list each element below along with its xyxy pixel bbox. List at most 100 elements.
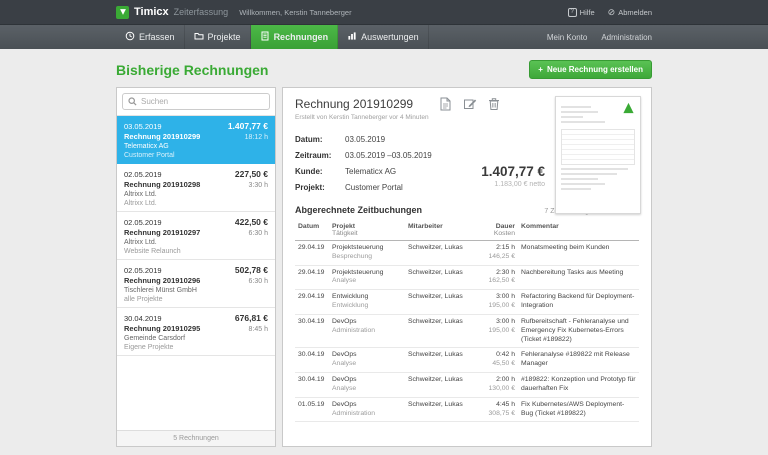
invoice-preview-thumbnail[interactable] bbox=[555, 96, 641, 214]
invoice-icon bbox=[260, 31, 270, 43]
invoice-detail-panel: Rechnung 201910299 Erstellt von Kerstin … bbox=[282, 87, 652, 447]
tab-erfassen[interactable]: Erfassen bbox=[116, 25, 185, 49]
field-value-zeitraum: 03.05.2019 –03.05.2019 bbox=[345, 151, 432, 160]
new-invoice-button[interactable]: + Neue Rechnung erstellen bbox=[529, 60, 652, 79]
invoice-date: 02.05.2019 bbox=[124, 170, 162, 179]
invoice-amount: 227,50 € bbox=[235, 169, 268, 179]
invoice-date: 03.05.2019 bbox=[124, 122, 162, 131]
field-value-projekt: Customer Portal bbox=[345, 183, 403, 192]
nav-administration[interactable]: Administration bbox=[601, 33, 652, 42]
booking-row: 29.04.19 EntwicklungEntwicklung Schweitz… bbox=[295, 290, 639, 315]
invoice-customer: Tischlerei Münst GmbH bbox=[124, 287, 268, 294]
booking-row: 29.04.19 ProjektsteuerungBesprechung Sch… bbox=[295, 241, 639, 266]
pdf-icon[interactable] bbox=[439, 97, 452, 111]
invoice-list-item-201910295[interactable]: 30.04.2019 676,81 € Rechnung 201910295 8:4… bbox=[117, 308, 275, 356]
field-value-kunde: Telematicx AG bbox=[345, 167, 396, 176]
field-label-projekt: Projekt: bbox=[295, 183, 345, 192]
welcome-text: Willkommen, Kerstin Tanneberger bbox=[239, 8, 351, 17]
invoice-total-gross: 1.407,77 € bbox=[481, 164, 545, 179]
booking-row: 30.04.19 DevOpsAnalyse Schweitzer, Lukas… bbox=[295, 373, 639, 398]
invoice-number: Rechnung 201910297 bbox=[124, 228, 200, 237]
invoice-date: 30.04.2019 bbox=[124, 314, 162, 323]
invoice-hours: 6:30 h bbox=[249, 278, 268, 285]
bookings-table: Datum ProjektTätigkeit Mitarbeiter Dauer… bbox=[295, 221, 639, 422]
invoice-amount: 1.407,77 € bbox=[228, 121, 268, 131]
brand-suffix: Zeiterfassung bbox=[174, 7, 229, 17]
plus-icon: + bbox=[538, 65, 543, 74]
invoice-number: Rechnung 201910298 bbox=[124, 180, 200, 189]
chart-icon bbox=[347, 31, 357, 43]
clock-icon bbox=[125, 31, 135, 43]
nav-mein-konto[interactable]: Mein Konto bbox=[547, 33, 587, 42]
col-header-kommentar: Kommentar bbox=[518, 221, 639, 241]
invoice-number: Rechnung 201910299 bbox=[124, 132, 200, 141]
invoice-hours: 6:30 h bbox=[249, 230, 268, 237]
invoice-customer: Altrixx Ltd. bbox=[124, 191, 268, 198]
invoice-list: 03.05.2019 1.407,77 € Rechnung 201910299 1… bbox=[117, 116, 275, 430]
logout-icon: ⊘ bbox=[608, 8, 616, 17]
invoice-hours: 8:45 h bbox=[249, 326, 268, 333]
invoice-doc-logo-icon bbox=[622, 102, 635, 120]
invoice-list-item-201910297[interactable]: 02.05.2019 422,50 € Rechnung 201910297 6:3… bbox=[117, 212, 275, 260]
delete-icon[interactable] bbox=[488, 97, 500, 111]
top-bar: Timicx Zeiterfassung Willkommen, Kerstin… bbox=[0, 0, 768, 25]
tab-rechnungen[interactable]: Rechnungen bbox=[251, 25, 339, 49]
invoice-number: Rechnung 201910296 bbox=[124, 276, 200, 285]
invoice-customer: Altrixx Ltd. bbox=[124, 239, 268, 246]
invoice-list-panel: 03.05.2019 1.407,77 € Rechnung 201910299 1… bbox=[116, 87, 276, 447]
brand-name: Timicx bbox=[134, 6, 169, 18]
booking-row: 01.05.19 DevOpsAdministration Schweitzer… bbox=[295, 397, 639, 422]
booking-row: 30.04.19 DevOpsAdministration Schweitzer… bbox=[295, 314, 639, 347]
invoice-count-footer: 5 Rechnungen bbox=[117, 430, 275, 446]
tab-label: Projekte bbox=[208, 32, 241, 42]
invoice-detail-title: Rechnung 201910299 bbox=[295, 97, 413, 111]
invoice-project: alle Projekte bbox=[124, 296, 268, 303]
search-input[interactable] bbox=[141, 97, 264, 106]
field-label-datum: Datum: bbox=[295, 135, 345, 144]
invoice-customer: Gemeinde Carsdorf bbox=[124, 335, 268, 342]
tab-label: Erfassen bbox=[139, 32, 175, 42]
booking-row: 29.04.19 ProjektsteuerungAnalyse Schweit… bbox=[295, 265, 639, 290]
new-invoice-label: Neue Rechnung erstellen bbox=[547, 65, 643, 74]
invoice-hours: 3:30 h bbox=[249, 182, 268, 189]
invoice-project: Website Relaunch bbox=[124, 248, 268, 255]
logout-label: Abmelden bbox=[618, 8, 652, 17]
edit-icon[interactable] bbox=[463, 97, 477, 111]
invoice-total-net: 1.183,00 € netto bbox=[481, 181, 545, 188]
col-header-mitarbeiter: Mitarbeiter bbox=[405, 221, 471, 241]
col-header-datum: Datum bbox=[295, 221, 329, 241]
invoice-amount: 502,78 € bbox=[235, 265, 268, 275]
help-icon: ? bbox=[568, 8, 577, 17]
booking-row: 30.04.19 DevOpsAnalyse Schweitzer, Lukas… bbox=[295, 348, 639, 373]
field-value-datum: 03.05.2019 bbox=[345, 135, 385, 144]
invoice-amount: 676,81 € bbox=[235, 313, 268, 323]
invoice-date: 02.05.2019 bbox=[124, 218, 162, 227]
tab-auswertungen[interactable]: Auswertungen bbox=[338, 25, 429, 49]
help-link[interactable]: ? Hilfe bbox=[568, 8, 595, 17]
invoice-hours: 18:12 h bbox=[245, 134, 268, 141]
invoice-number: Rechnung 201910295 bbox=[124, 324, 200, 333]
invoice-list-item-201910298[interactable]: 02.05.2019 227,50 € Rechnung 201910298 3:3… bbox=[117, 164, 275, 212]
bookings-section-title: Abgerechnete Zeitbuchungen bbox=[295, 205, 422, 215]
invoice-amount: 422,50 € bbox=[235, 217, 268, 227]
tab-label: Rechnungen bbox=[274, 32, 329, 42]
search-icon bbox=[128, 93, 137, 111]
main-nav: Erfassen Projekte Rechnungen Auswertunge… bbox=[0, 25, 768, 49]
invoice-project: Altrixx Ltd. bbox=[124, 200, 268, 207]
help-label: Hilfe bbox=[580, 8, 595, 17]
field-label-zeitraum: Zeitraum: bbox=[295, 151, 345, 160]
invoice-list-item-201910296[interactable]: 02.05.2019 502,78 € Rechnung 201910296 6:3… bbox=[117, 260, 275, 308]
col-header-dauer: DauerKosten bbox=[471, 221, 518, 241]
invoice-project: Customer Portal bbox=[124, 152, 268, 159]
invoice-date: 02.05.2019 bbox=[124, 266, 162, 275]
field-label-kunde: Kunde: bbox=[295, 167, 345, 176]
page-title: Bisherige Rechnungen bbox=[116, 62, 268, 78]
folder-icon bbox=[194, 31, 204, 43]
invoice-project: Eigene Projekte bbox=[124, 344, 268, 351]
col-header-projekt: ProjektTätigkeit bbox=[329, 221, 405, 241]
tab-label: Auswertungen bbox=[361, 32, 419, 42]
invoice-customer: Telematicx AG bbox=[124, 143, 268, 150]
logout-link[interactable]: ⊘ Abmelden bbox=[608, 8, 652, 17]
tab-projekte[interactable]: Projekte bbox=[185, 25, 251, 49]
invoice-list-item-201910299[interactable]: 03.05.2019 1.407,77 € Rechnung 201910299 1… bbox=[117, 116, 275, 164]
